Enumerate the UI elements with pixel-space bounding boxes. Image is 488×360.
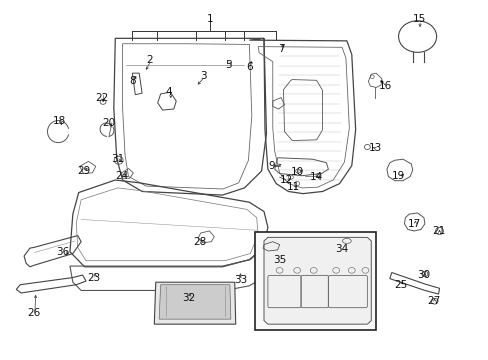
Text: 21: 21 bbox=[431, 226, 444, 236]
Polygon shape bbox=[159, 285, 230, 319]
Text: 16: 16 bbox=[379, 81, 392, 91]
Text: 6: 6 bbox=[245, 62, 252, 72]
Polygon shape bbox=[154, 282, 235, 324]
Text: 27: 27 bbox=[426, 296, 439, 306]
Text: 14: 14 bbox=[309, 172, 323, 182]
Text: 12: 12 bbox=[279, 175, 292, 185]
Text: 30: 30 bbox=[417, 270, 429, 280]
Text: 17: 17 bbox=[407, 219, 420, 229]
Text: 31: 31 bbox=[111, 154, 124, 164]
Text: 22: 22 bbox=[95, 93, 108, 103]
Polygon shape bbox=[264, 237, 370, 324]
Text: 23: 23 bbox=[87, 273, 101, 283]
Text: 33: 33 bbox=[233, 275, 247, 285]
Bar bbox=[255, 232, 375, 330]
Text: 10: 10 bbox=[290, 167, 303, 177]
Text: 35: 35 bbox=[272, 255, 285, 265]
Text: 24: 24 bbox=[115, 171, 128, 181]
Text: 9: 9 bbox=[267, 161, 274, 171]
Text: 34: 34 bbox=[335, 244, 348, 254]
Text: 32: 32 bbox=[182, 293, 195, 303]
Text: 28: 28 bbox=[193, 237, 206, 247]
Text: 5: 5 bbox=[225, 60, 232, 70]
Text: 25: 25 bbox=[393, 280, 407, 290]
Text: 29: 29 bbox=[77, 166, 90, 176]
Text: 20: 20 bbox=[102, 118, 115, 128]
Text: 11: 11 bbox=[286, 182, 299, 192]
Text: 1: 1 bbox=[206, 14, 213, 24]
Text: 8: 8 bbox=[129, 76, 135, 86]
Text: 15: 15 bbox=[411, 14, 425, 24]
Text: 26: 26 bbox=[27, 309, 41, 318]
Text: 18: 18 bbox=[53, 116, 66, 126]
Text: 19: 19 bbox=[391, 171, 404, 181]
Text: 36: 36 bbox=[57, 247, 70, 257]
Text: 13: 13 bbox=[368, 143, 381, 153]
Text: 3: 3 bbox=[199, 71, 206, 81]
Text: 7: 7 bbox=[277, 44, 284, 54]
Text: 2: 2 bbox=[146, 55, 152, 65]
Text: 4: 4 bbox=[165, 87, 172, 97]
